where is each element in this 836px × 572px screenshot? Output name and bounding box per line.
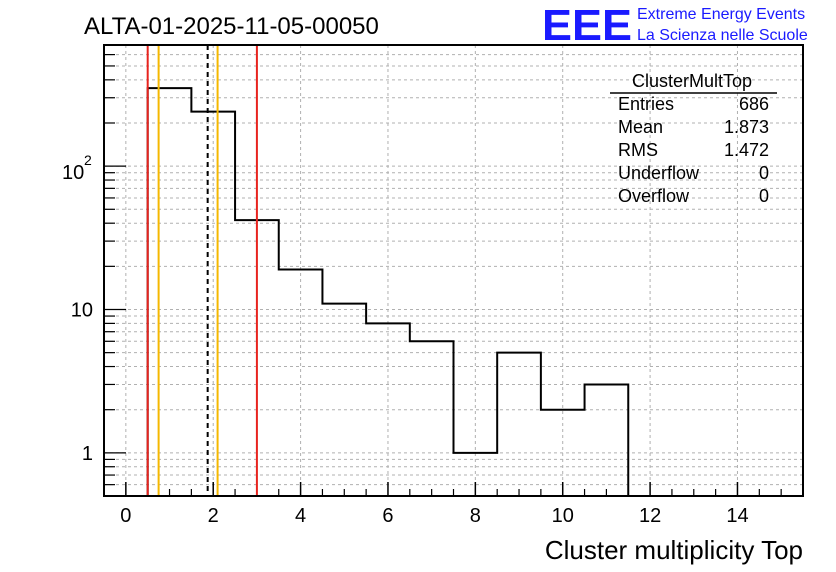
stats-row-value: 1.472 xyxy=(724,140,769,160)
histogram-bar xyxy=(541,410,585,496)
grid-lines xyxy=(104,44,803,497)
reference-lines xyxy=(146,45,258,496)
minor-ticks xyxy=(103,44,804,497)
stats-row-label: Entries xyxy=(618,94,674,114)
x-tick-labels: 0 2 4 6 8 10 12 14 xyxy=(120,505,748,527)
x-tick-label: 10 xyxy=(552,505,574,527)
x-tick-label: 0 xyxy=(120,505,131,527)
eee-logo: EEE Extreme Energy Events La Scienza nel… xyxy=(542,1,808,50)
eee-logo-mark: EEE xyxy=(542,1,632,50)
histogram-bars xyxy=(146,87,630,496)
eee-logo-line2: La Scienza nelle Scuole xyxy=(637,27,808,44)
stats-row-value: 0 xyxy=(759,186,769,206)
y-tick-label: 10 xyxy=(62,162,84,184)
stats-box-rows: Entries 686 Mean 1.873 RMS 1.472 Underflow 0 Ove… xyxy=(618,94,769,206)
stats-row-label: Underflow xyxy=(618,163,700,183)
x-tick-label: 2 xyxy=(208,505,219,527)
y-tick-label-exponent: 2 xyxy=(84,152,92,168)
histogram-bar xyxy=(366,323,410,496)
chart-title: ALTA-01-2025-11-05-00050 xyxy=(84,13,379,40)
histogram-bar xyxy=(148,88,192,496)
histogram-outline xyxy=(146,87,630,496)
stats-row-value: 1.873 xyxy=(724,117,769,137)
histogram-bar xyxy=(279,270,323,496)
histogram-bar xyxy=(497,353,541,496)
histogram-bar xyxy=(585,384,629,496)
stats-box-title: ClusterMultTop xyxy=(632,71,752,91)
major-ticks xyxy=(104,165,739,496)
x-tick-label: 12 xyxy=(639,505,661,527)
y-tick-label: 1 xyxy=(82,443,93,465)
y-tick-label: 10 xyxy=(71,299,93,321)
x-tick-label: 8 xyxy=(470,505,481,527)
histogram-bar xyxy=(410,341,454,496)
stats-row-label: Mean xyxy=(618,117,663,137)
histogram-bar xyxy=(454,453,498,496)
stats-row-label: RMS xyxy=(618,140,658,160)
x-axis-label: Cluster multiplicity Top xyxy=(545,535,803,565)
plot-frame xyxy=(103,44,804,497)
stats-row-value: 686 xyxy=(739,94,769,114)
x-tick-label: 14 xyxy=(726,505,748,527)
histogram-bar xyxy=(191,112,235,496)
eee-logo-line1: Extreme Energy Events xyxy=(637,6,805,23)
x-tick-label: 4 xyxy=(295,505,306,527)
stats-row-label: Overflow xyxy=(618,186,690,206)
stats-row-value: 0 xyxy=(759,163,769,183)
histogram-bar xyxy=(322,304,366,496)
x-tick-label: 6 xyxy=(382,505,393,527)
stats-box: ClusterMultTop Entries 686 Mean 1.873 RMS 1.4… xyxy=(610,71,777,206)
